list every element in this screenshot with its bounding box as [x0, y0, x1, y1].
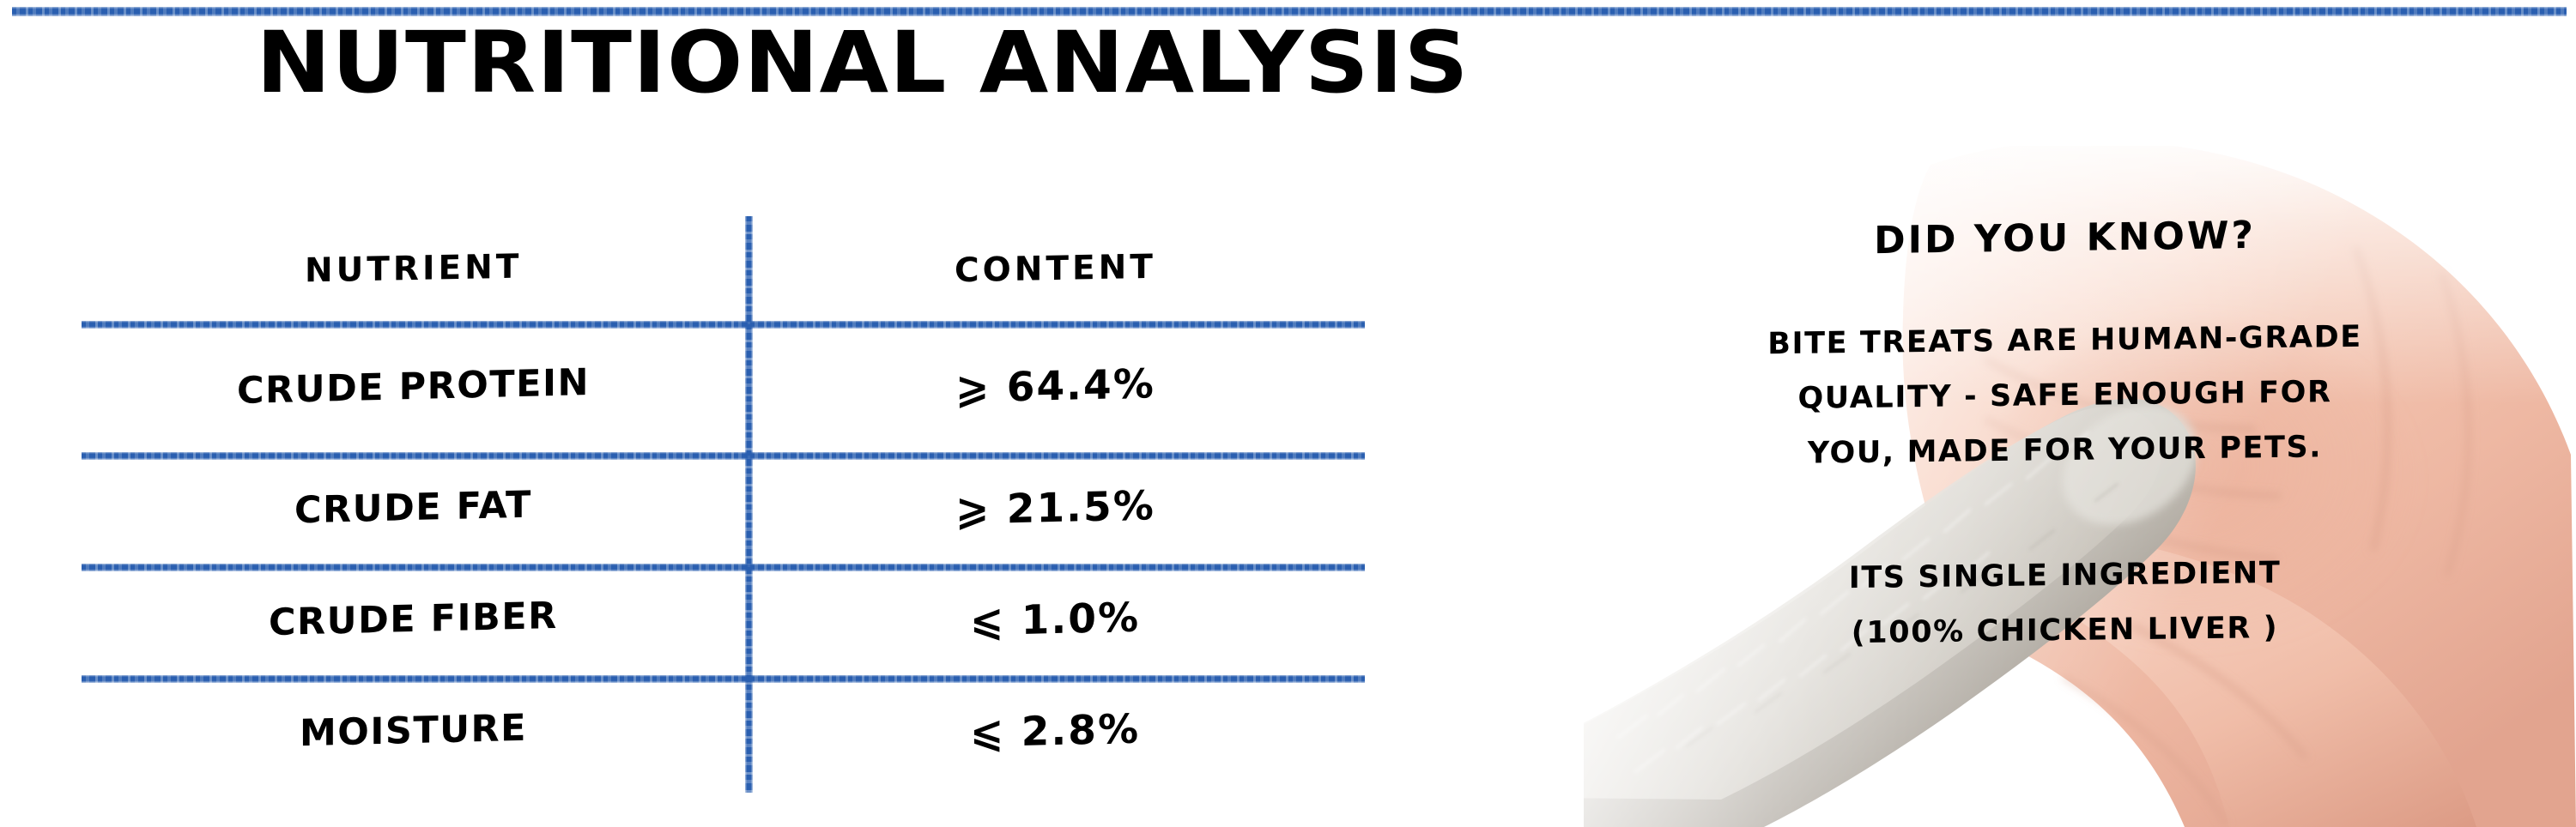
table-header-row: NUTRIENT CONTENT [82, 216, 1365, 321]
cell-content: ⩽ 2.8% [745, 675, 1365, 787]
table-row: MOISTURE ⩽ 2.8% [82, 675, 1365, 787]
table-rule-row-3 [82, 675, 1365, 683]
did-you-know-panel: DID YOU KNOW? BITE TREATS ARE HUMAN-GRAD… [1554, 214, 2576, 658]
nutrient-label: MOISTURE [299, 706, 528, 756]
table-column-divider [745, 216, 753, 793]
table-body: CRUDE PROTEIN ⩾ 64.4% CRUDE FAT ⩾ 21.5% … [82, 321, 1365, 787]
info-paragraph-1: BITE TREATS ARE HUMAN-GRADE QUALITY - SA… [1554, 307, 2576, 485]
nutrient-label: CRUDE FIBER [269, 594, 558, 645]
info-line: YOU, MADE FOR YOUR PETS. [1807, 430, 2323, 471]
nutrient-label: CRUDE FAT [294, 483, 532, 533]
info-line: (100% CHICKEN LIVER ) [1851, 610, 2279, 651]
cell-content: ⩾ 64.4% [745, 321, 1365, 452]
cell-nutrient: CRUDE FAT [82, 452, 745, 564]
info-heading: DID YOU KNOW? [1874, 213, 2256, 263]
info-paragraph-2: ITS SINGLE INGREDIENT (100% CHICKEN LIVE… [1554, 542, 2576, 665]
table-row: CRUDE FIBER ⩽ 1.0% [82, 564, 1365, 675]
nutrient-label: CRUDE PROTEIN [237, 360, 590, 413]
page-title: NUTRITIONAL ANALYSIS [256, 13, 1470, 112]
column-header-nutrient: NUTRIENT [82, 216, 745, 321]
column-header-nutrient-label: NUTRIENT [304, 247, 523, 290]
nutrition-table: NUTRIENT CONTENT CRUDE PROTEIN ⩾ 64.4% C… [82, 216, 1365, 787]
table-row: CRUDE PROTEIN ⩾ 64.4% [82, 321, 1365, 452]
column-header-content: CONTENT [745, 216, 1365, 321]
content-value: ⩾ 64.4% [955, 360, 1155, 413]
cell-content: ⩽ 1.0% [745, 564, 1365, 675]
table-row: CRUDE FAT ⩾ 21.5% [82, 452, 1365, 564]
column-header-content-label: CONTENT [954, 247, 1156, 290]
cell-nutrient: CRUDE FIBER [82, 564, 745, 675]
content-value: ⩽ 1.0% [969, 594, 1141, 645]
cell-content: ⩾ 21.5% [745, 452, 1365, 564]
cell-nutrient: MOISTURE [82, 675, 745, 787]
top-divider-rule [12, 7, 2567, 16]
table-rule-row-1 [82, 452, 1365, 460]
cell-nutrient: CRUDE PROTEIN [82, 321, 745, 452]
content-value: ⩽ 2.8% [969, 705, 1141, 757]
table-header: NUTRIENT CONTENT [82, 216, 1365, 321]
content-value: ⩾ 21.5% [955, 481, 1155, 534]
table-rule-under-header [82, 321, 1365, 329]
table-rule-row-2 [82, 564, 1365, 571]
